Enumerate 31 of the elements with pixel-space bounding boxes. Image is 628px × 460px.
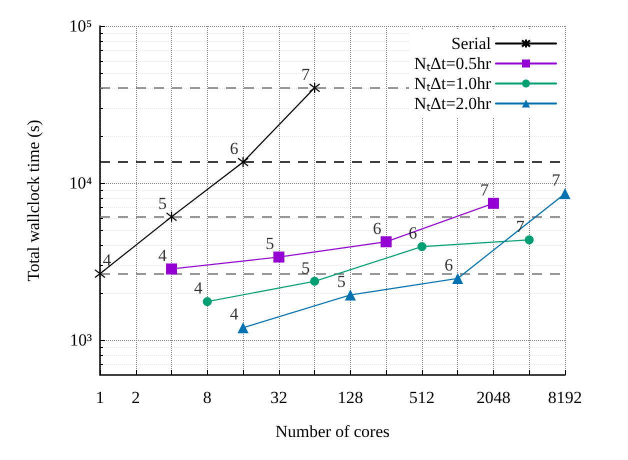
annotation: 4: [102, 250, 112, 270]
annotation: 7: [552, 170, 561, 190]
x-tick-label: 8192: [548, 388, 582, 407]
y-tick-label: 10⁴: [69, 174, 92, 193]
x-tick-label: 1: [96, 388, 104, 407]
annotation: 7: [301, 64, 310, 84]
legend-label: NₜΔt=0.5hr: [414, 54, 492, 73]
annotation: 6: [372, 218, 382, 238]
x-tick-label: 512: [409, 388, 435, 407]
x-axis-title: Number of cores: [275, 422, 390, 441]
x-tick-label: 32: [270, 388, 288, 407]
annotation: 5: [301, 258, 310, 278]
annotation: 4: [230, 304, 239, 324]
legend-label: NₜΔt=1.0hr: [414, 74, 492, 93]
annotation: 4: [158, 246, 168, 265]
legend-label: NₜΔt=2.0hr: [414, 94, 492, 113]
annotation: 4: [194, 278, 204, 298]
x-tick-label: 2: [132, 388, 140, 407]
y-tick-label: 10³: [70, 330, 92, 350]
annotation: 6: [444, 255, 453, 274]
x-tick-label: 8: [203, 388, 212, 407]
y-tick-label: 10⁵: [69, 16, 92, 36]
annotation: 7: [480, 180, 490, 200]
legend-label: Serial: [451, 34, 492, 53]
y-axis-title: Total wallclock time (s): [24, 120, 43, 282]
annotation: 5: [337, 272, 346, 291]
annotation: 6: [230, 139, 238, 158]
x-tick-label: 128: [338, 388, 364, 407]
annotation: 5: [266, 234, 274, 254]
annotation: 5: [158, 194, 167, 213]
x-tick-label: 2048: [476, 388, 510, 407]
